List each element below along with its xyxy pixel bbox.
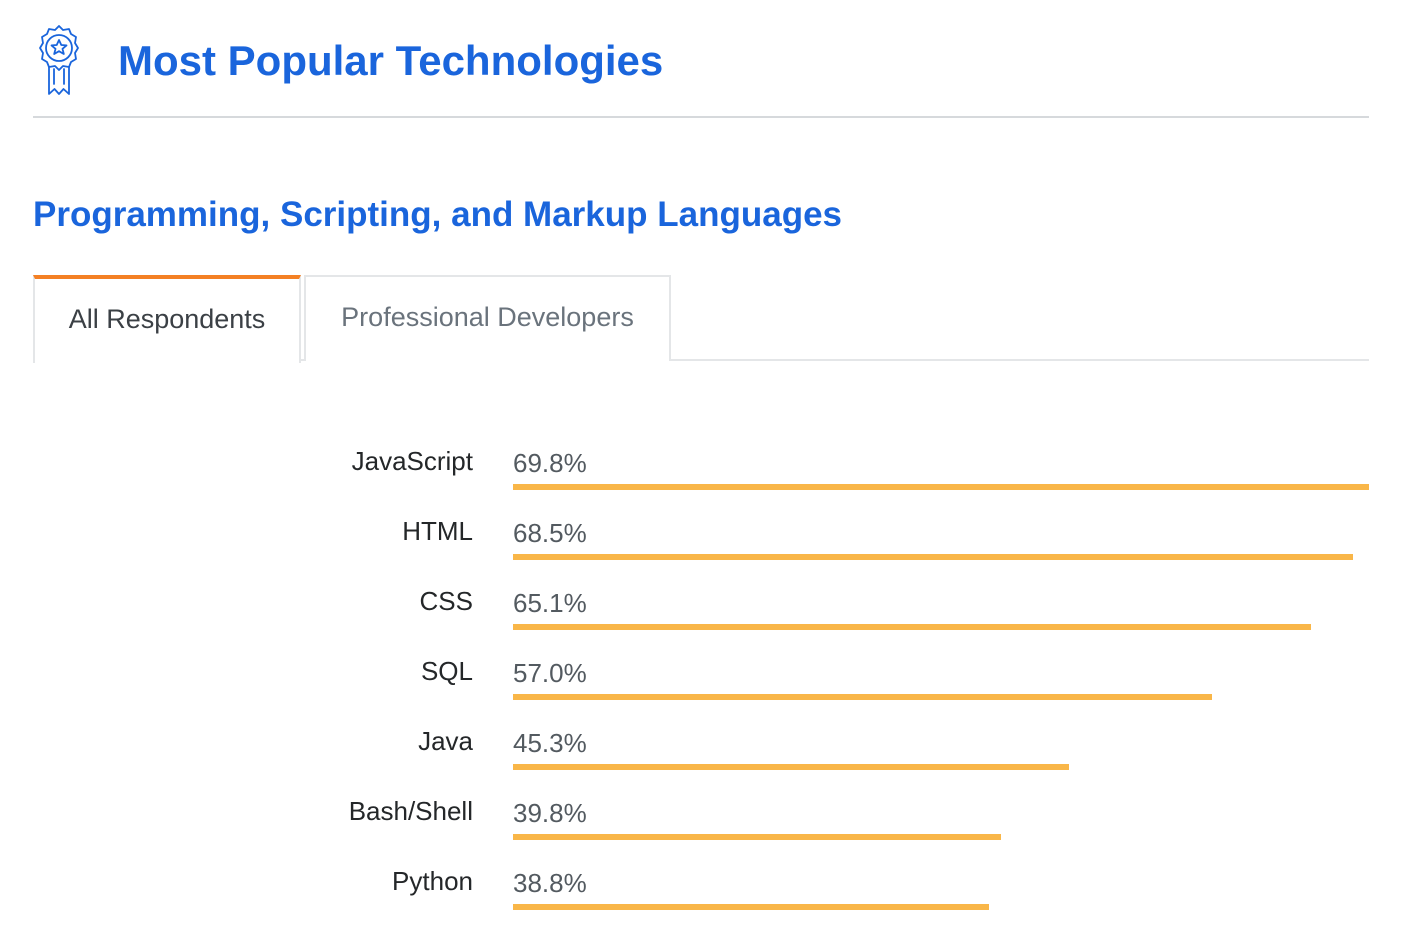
bar-row: CSS 65.1% [0,570,1428,640]
bar-mark [513,904,989,910]
page-title: Most Popular Technologies [118,37,664,84]
bar-mark [513,554,1353,560]
respondent-tabs: All Respondents Professional Developers [33,275,1369,363]
bar-category-label: HTML [402,516,473,546]
bar-category-label: Java [418,726,473,756]
languages-bar-chart: JavaScript 69.8% HTML 68.5% CSS 65.1% SQL 57.0%… [0,430,1428,920]
bar-category-label: Bash/Shell [348,796,473,826]
bar-mark [513,624,1311,630]
bar-row: HTML 68.5% [0,500,1428,570]
tab-professional-developers[interactable]: Professional Developers [304,275,671,361]
bar-category-label: JavaScript [351,446,473,476]
bar-row: Python 38.8% [0,850,1428,920]
award-ribbon-icon [33,22,85,98]
bar-value-label: 65.1% [513,588,587,618]
bar-mark [513,694,1212,700]
bar-mark [513,484,1369,490]
bar-value-label: 68.5% [513,518,587,548]
bar-mark [513,764,1069,770]
bar-value-label: 57.0% [513,658,587,688]
bar-value-label: 39.8% [513,798,587,828]
bar-mark [513,834,1001,840]
tab-all-respondents[interactable]: All Respondents [33,275,301,363]
bar-value-label: 69.8% [513,448,587,478]
bar-category-label: SQL [420,656,473,686]
bar-row: SQL 57.0% [0,640,1428,710]
bar-value-label: 38.8% [513,868,587,898]
bar-value-label: 45.3% [513,728,587,758]
bar-row: Bash/Shell 39.8% [0,780,1428,850]
bar-row: Java 45.3% [0,710,1428,780]
bar-row: JavaScript 69.8% [0,430,1428,500]
page-header: Most Popular Technologies [33,22,1369,118]
section-title: Programming, Scripting, and Markup Langu… [33,195,842,234]
bar-category-label: CSS [419,586,473,616]
bar-category-label: Python [392,866,473,896]
